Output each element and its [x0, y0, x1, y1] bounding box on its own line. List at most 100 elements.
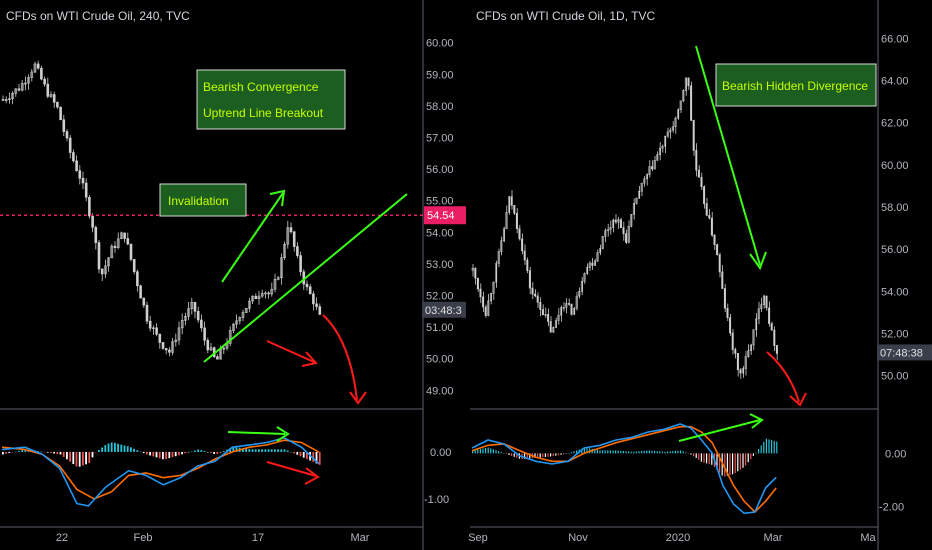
- candle-body: [690, 85, 693, 121]
- x-tick-label: Mar: [764, 532, 783, 544]
- annotation-box[interactable]: [196, 69, 346, 130]
- candle-body: [736, 352, 739, 371]
- histogram-bar: [2, 451, 4, 455]
- histogram-bar: [206, 451, 209, 453]
- candle: [583, 272, 586, 284]
- candle-body: [24, 82, 27, 85]
- histogram-bar: [771, 440, 773, 454]
- candle: [164, 348, 168, 355]
- candle: [161, 341, 165, 350]
- histogram-bar: [78, 451, 81, 467]
- histogram-bar: [763, 441, 765, 454]
- macd-y-tick-label: 0.00: [885, 448, 906, 460]
- histogram-bar: [716, 453, 718, 470]
- annotation-box[interactable]: [159, 183, 247, 217]
- candle-body: [46, 83, 50, 97]
- candle: [139, 284, 142, 299]
- histogram-bar: [251, 449, 254, 452]
- candle: [132, 258, 136, 275]
- candle-body: [505, 212, 508, 230]
- candle-body: [158, 333, 162, 343]
- candle: [554, 317, 557, 329]
- candle-body: [273, 279, 277, 290]
- candle: [557, 308, 560, 325]
- histogram-bar: [758, 449, 760, 454]
- candle-body: [20, 83, 24, 91]
- candle: [586, 263, 589, 275]
- y-tick-label: 49.00: [426, 385, 454, 397]
- current-price-badge: [422, 301, 466, 318]
- candle-body: [713, 234, 716, 245]
- candle: [49, 91, 53, 99]
- histogram-bar: [625, 451, 627, 454]
- candle-body: [49, 94, 53, 97]
- candle-body: [196, 311, 200, 321]
- y-tick-label: 66.00: [881, 33, 909, 45]
- candle-body: [747, 350, 750, 357]
- candle: [78, 165, 82, 185]
- histogram-bar: [568, 453, 570, 454]
- candle-body: [658, 147, 661, 155]
- candle: [248, 297, 251, 313]
- histogram-bar: [91, 451, 94, 458]
- candle: [508, 196, 511, 215]
- candle: [632, 198, 635, 220]
- candle: [677, 108, 680, 120]
- histogram-bar: [274, 449, 276, 452]
- candle-body: [104, 265, 107, 275]
- candle-body: [515, 212, 518, 229]
- histogram-bar: [651, 450, 653, 454]
- candle-body: [526, 259, 529, 271]
- candle-body: [487, 300, 490, 316]
- histogram-bar: [11, 451, 14, 453]
- histogram-bar: [542, 453, 544, 458]
- candle-body: [59, 106, 62, 121]
- candle: [562, 302, 565, 312]
- histogram-bar: [136, 450, 139, 452]
- candle-body: [280, 257, 283, 278]
- macd-line: [1, 436, 320, 507]
- candle: [731, 328, 734, 355]
- candle-body: [645, 174, 648, 180]
- histogram-bar: [612, 450, 614, 454]
- histogram-bar: [495, 450, 497, 454]
- candle: [100, 268, 104, 282]
- candle: [528, 266, 531, 295]
- histogram-bar: [181, 451, 183, 455]
- candle-body: [27, 77, 30, 84]
- candle-body: [580, 281, 583, 292]
- candle: [142, 297, 146, 309]
- x-tick-label: 17: [252, 532, 264, 544]
- histogram-bar: [14, 451, 17, 453]
- candle-body: [254, 295, 258, 300]
- candle: [305, 280, 309, 291]
- candle: [627, 220, 630, 244]
- histogram-bar: [37, 451, 39, 452]
- chart-panel-left[interactable]: CFDs on WTI Crude Oil, 240, TVC 49.00 50.0…: [0, 0, 466, 550]
- candle: [565, 298, 568, 314]
- green-arrow: [678, 419, 761, 442]
- histogram-bar: [755, 452, 757, 454]
- candle-body: [664, 135, 667, 147]
- candle: [591, 257, 594, 270]
- candle-body: [612, 219, 615, 228]
- candle-body: [312, 293, 315, 305]
- candle-body: [107, 257, 110, 267]
- candle: [560, 305, 563, 322]
- candle-body: [148, 320, 152, 329]
- candle-body: [110, 245, 114, 259]
- candle-body: [276, 277, 280, 280]
- candle: [30, 68, 34, 82]
- candle: [700, 172, 703, 191]
- histogram-bar: [620, 450, 622, 454]
- annotation-box[interactable]: [715, 63, 877, 107]
- candle: [46, 77, 50, 99]
- candle: [312, 291, 315, 311]
- chart-panel-right[interactable]: CFDs on WTI Crude Oil, 1D, TVC 50.00 52.00…: [468, 0, 932, 550]
- candle-body: [682, 90, 685, 102]
- histogram-bar: [734, 453, 736, 474]
- histogram-bar: [197, 449, 199, 452]
- candle: [687, 77, 690, 90]
- green-arrow: [221, 192, 284, 283]
